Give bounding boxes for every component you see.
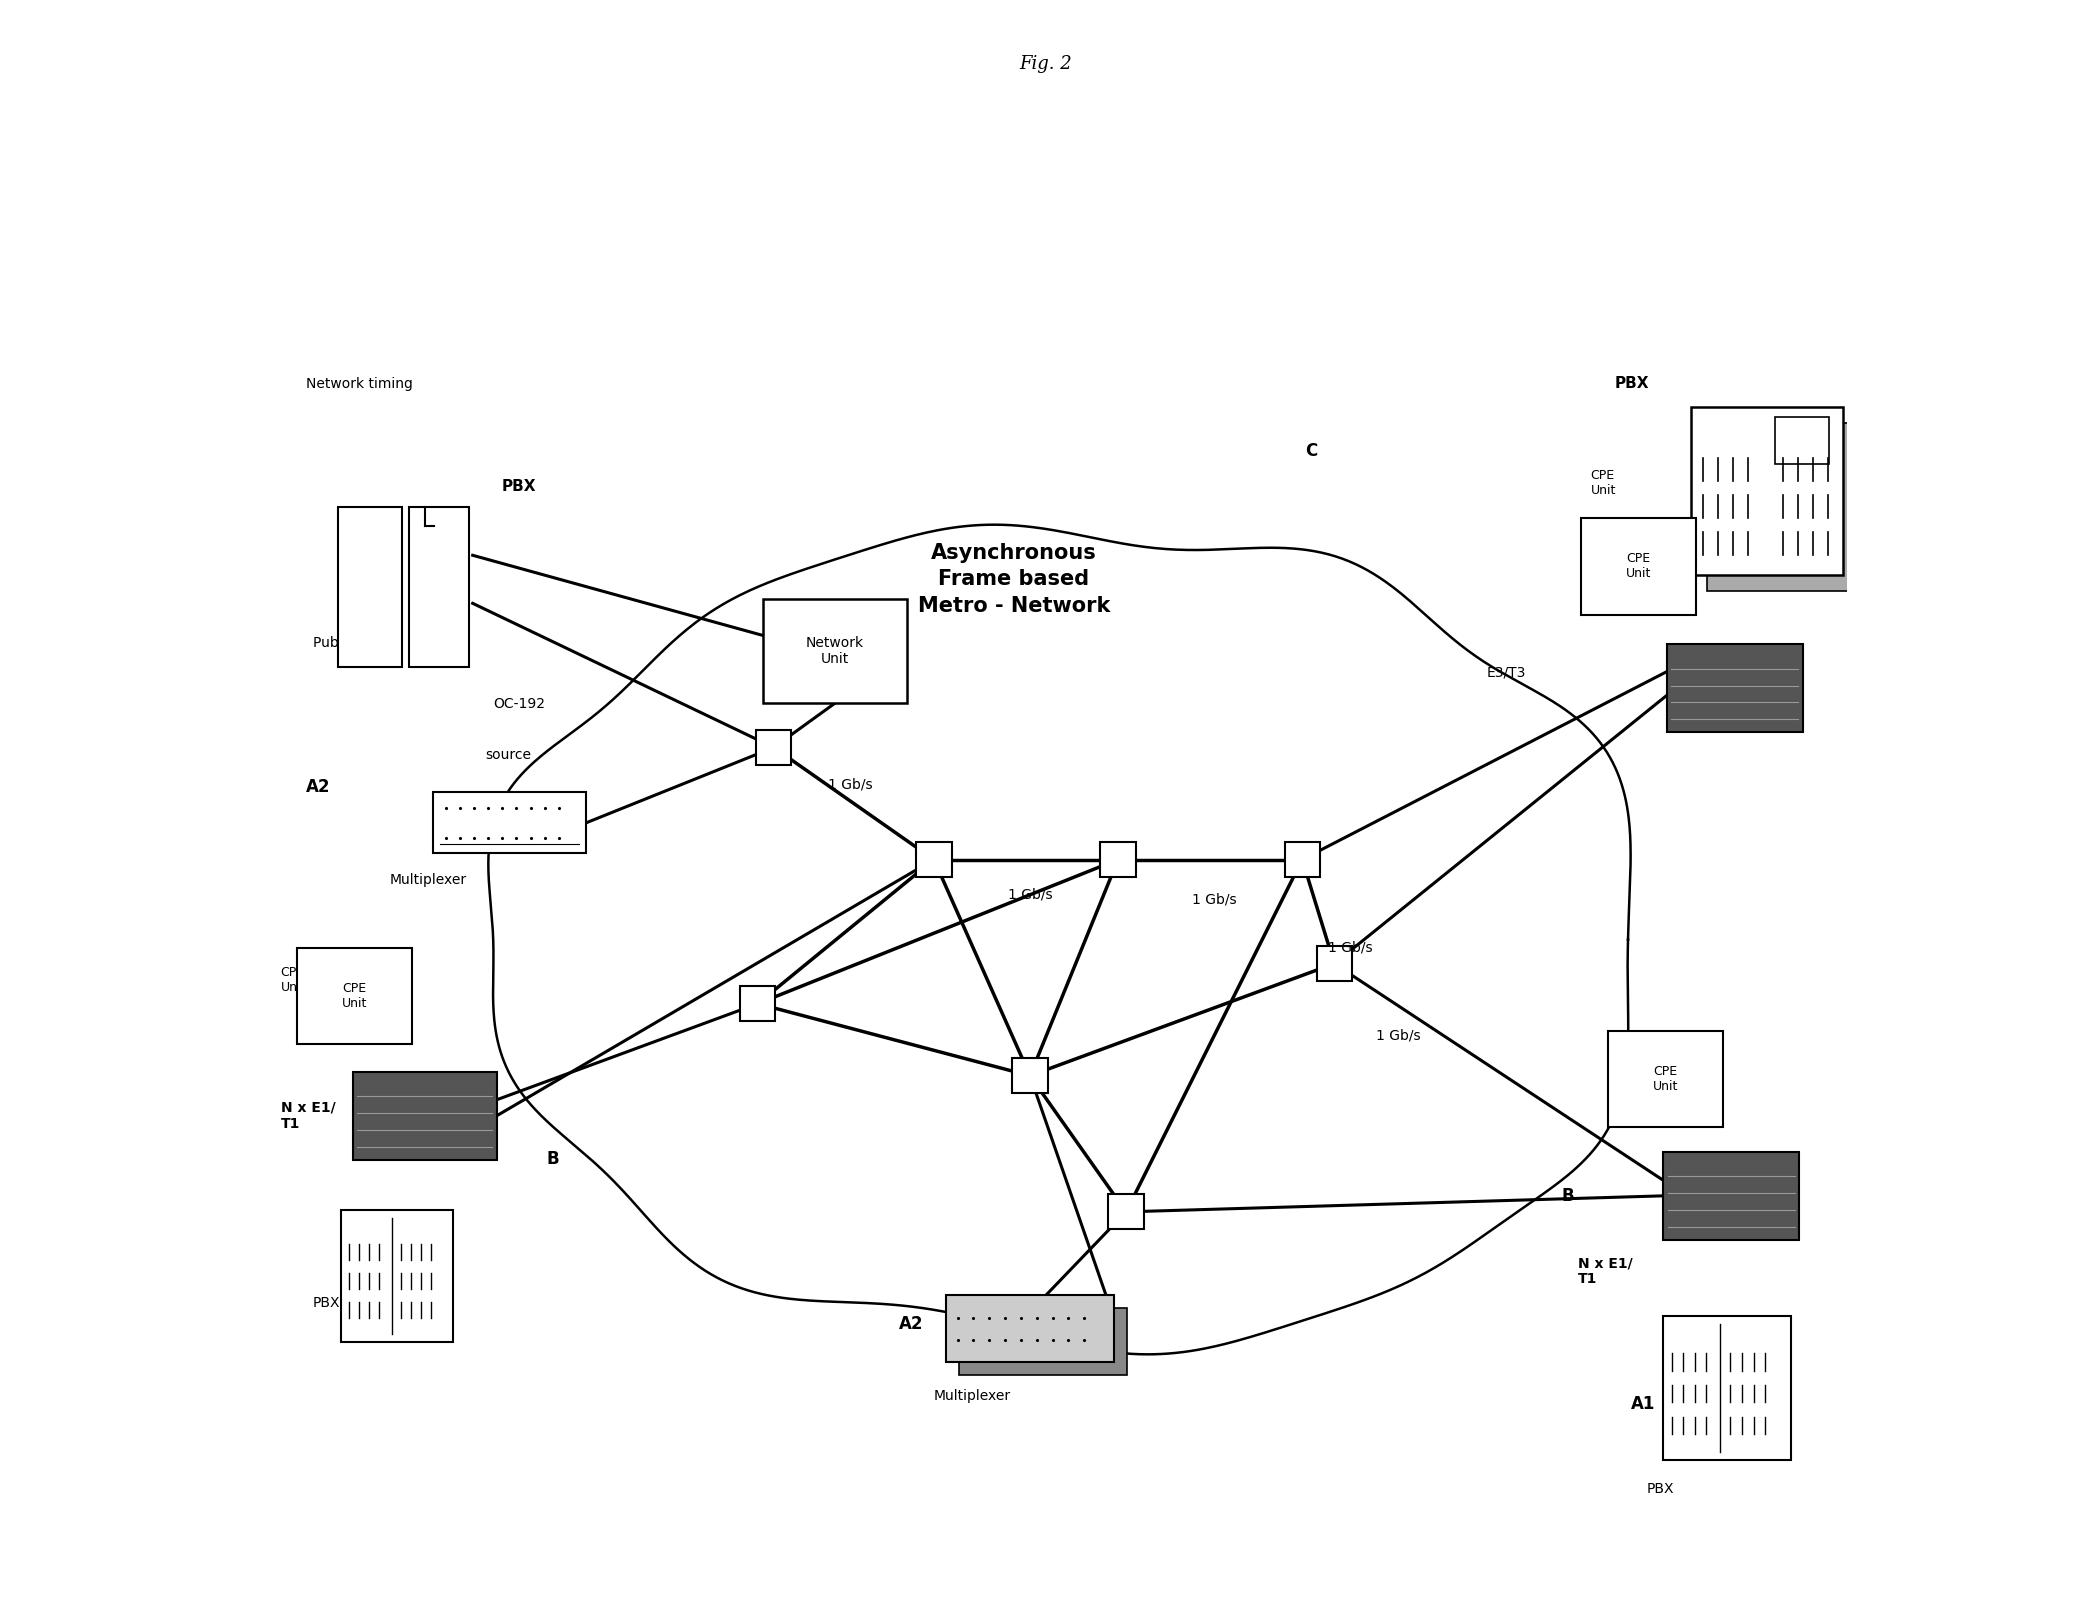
Text: C: C	[1305, 442, 1318, 460]
FancyBboxPatch shape	[433, 792, 586, 853]
FancyBboxPatch shape	[339, 508, 402, 667]
FancyBboxPatch shape	[297, 948, 412, 1043]
Text: B: B	[1734, 643, 1747, 660]
Text: Asynchronous
Frame based
Metro - Network: Asynchronous Frame based Metro - Network	[918, 543, 1111, 615]
Text: A1: A1	[1630, 1395, 1655, 1413]
Text: CPE
Unit: CPE Unit	[1590, 469, 1615, 497]
FancyBboxPatch shape	[1109, 1194, 1144, 1229]
FancyBboxPatch shape	[1609, 1032, 1724, 1127]
Text: 1 Gb/s: 1 Gb/s	[828, 778, 872, 791]
Text: CPE
Unit: CPE Unit	[1625, 553, 1651, 580]
FancyBboxPatch shape	[341, 1210, 454, 1342]
Text: B: B	[1561, 1188, 1575, 1205]
Text: A2: A2	[305, 778, 331, 797]
FancyBboxPatch shape	[1316, 947, 1351, 982]
FancyBboxPatch shape	[1100, 842, 1136, 877]
FancyBboxPatch shape	[1707, 423, 1858, 591]
Text: N x E1/
T1: N x E1/ T1	[1577, 1257, 1632, 1286]
Text: 1 Gb/s: 1 Gb/s	[1192, 892, 1236, 906]
Text: PBX: PBX	[502, 479, 536, 493]
FancyBboxPatch shape	[1284, 842, 1320, 877]
FancyBboxPatch shape	[1663, 1152, 1799, 1241]
Text: A2: A2	[900, 1315, 923, 1332]
Text: source: source	[485, 749, 531, 762]
Text: PBX: PBX	[312, 1297, 341, 1310]
Text: OC-192: OC-192	[494, 697, 546, 712]
Text: CPE
Unit: CPE Unit	[280, 966, 305, 993]
Text: E3/T3: E3/T3	[1487, 665, 1525, 680]
Text: Network
Unit: Network Unit	[805, 636, 864, 667]
FancyBboxPatch shape	[408, 508, 469, 667]
Text: Multiplexer: Multiplexer	[389, 873, 467, 887]
FancyBboxPatch shape	[1774, 416, 1828, 464]
Text: Fig. 2: Fig. 2	[1019, 55, 1073, 72]
Text: CPE
Unit: CPE Unit	[341, 982, 366, 1009]
Text: CPE
Unit: CPE Unit	[1615, 1062, 1640, 1090]
Text: 1 Gb/s: 1 Gb/s	[1328, 940, 1372, 955]
FancyBboxPatch shape	[741, 987, 776, 1022]
Text: Multiplexer: Multiplexer	[933, 1388, 1010, 1403]
FancyBboxPatch shape	[946, 1295, 1115, 1363]
Text: 1 Gb/s: 1 Gb/s	[1377, 1028, 1420, 1043]
FancyBboxPatch shape	[1663, 1316, 1791, 1461]
FancyBboxPatch shape	[1690, 407, 1843, 575]
FancyBboxPatch shape	[1013, 1057, 1048, 1093]
Text: PBX: PBX	[1646, 1482, 1674, 1496]
FancyBboxPatch shape	[958, 1308, 1128, 1376]
Text: Public switch: Public switch	[312, 636, 402, 651]
Text: B: B	[546, 1151, 559, 1168]
Text: PBX: PBX	[1615, 376, 1648, 392]
FancyBboxPatch shape	[1582, 519, 1697, 614]
Text: 1 Gb/s: 1 Gb/s	[1008, 887, 1052, 902]
FancyBboxPatch shape	[764, 599, 906, 704]
FancyBboxPatch shape	[1667, 644, 1803, 733]
FancyBboxPatch shape	[755, 730, 791, 765]
Text: Network timing: Network timing	[305, 378, 412, 391]
Text: CPE
Unit: CPE Unit	[1653, 1065, 1678, 1093]
Text: N x E1/
T1: N x E1/ T1	[280, 1101, 335, 1131]
FancyBboxPatch shape	[354, 1072, 496, 1160]
FancyBboxPatch shape	[916, 842, 952, 877]
